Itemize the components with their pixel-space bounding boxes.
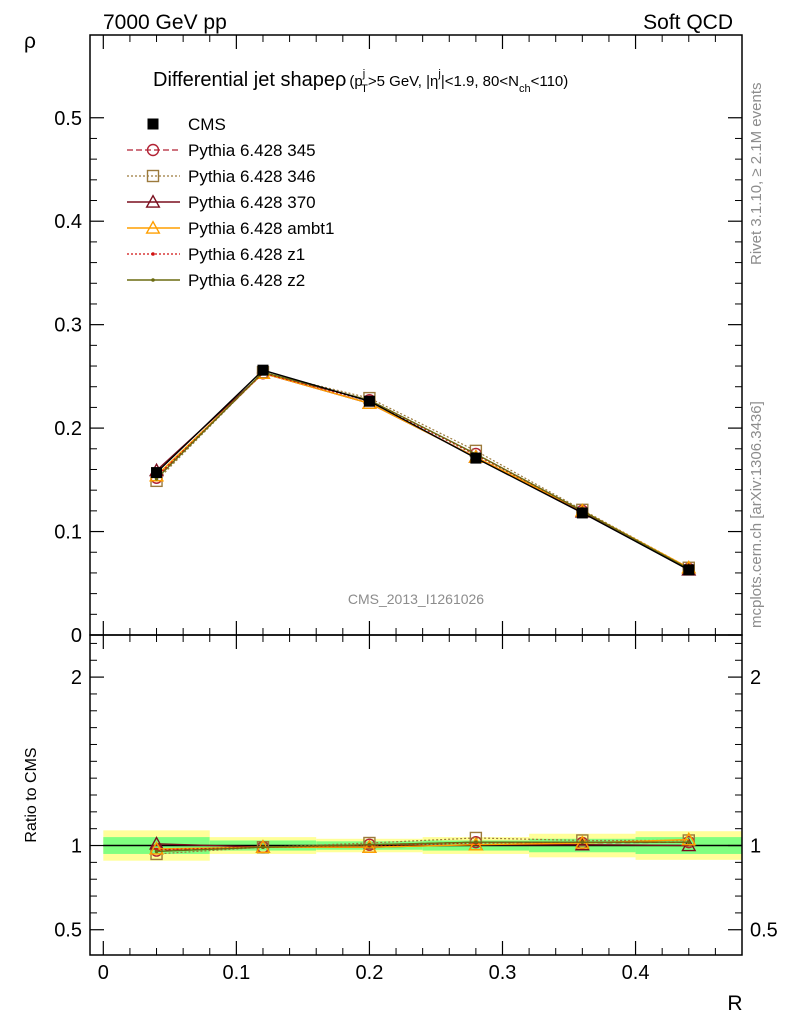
main-line-p346 (156, 371, 690, 569)
title-rho: ρ (335, 69, 346, 91)
legend-entry-cms: CMS (147, 115, 226, 134)
title-nch-sub: ch (519, 83, 531, 95)
ratio-point-z2 (474, 840, 478, 844)
legend-label: Pythia 6.428 345 (188, 141, 316, 160)
main-series-p370 (149, 365, 697, 576)
main-ytick-label: 0.5 (54, 108, 82, 130)
chart-title: Differential jet shapeρ (pj T>5 GeV, |ηj|<… (153, 68, 568, 95)
ratio-ytick-label-right: 0.5 (750, 920, 778, 942)
xtick-label: 0.2 (356, 962, 384, 984)
legend-marker-p346 (146, 169, 160, 183)
main-series-cms (151, 364, 695, 576)
legend-label: Pythia 6.428 ambt1 (188, 219, 334, 238)
legend-label: Pythia 6.428 z2 (188, 271, 305, 290)
main-ytick-label: 0 (71, 625, 82, 647)
ratio-point-z2 (154, 849, 159, 854)
ratio-y-axis-label: Ratio to CMS (23, 747, 40, 842)
ratio-point-p346 (363, 836, 376, 850)
ratio-point-z2 (367, 842, 372, 847)
ratio-ytick-label: 1 (71, 836, 82, 858)
ratio-point-ambt1 (149, 841, 165, 855)
main-point-cms (683, 564, 695, 576)
title-main: Differential jet shape (153, 69, 335, 91)
main-y-axis-label: ρ (24, 30, 36, 53)
ratio-ytick-label-right: 2 (750, 667, 761, 689)
xtick-label: 0.1 (222, 962, 250, 984)
legend-label: Pythia 6.428 346 (188, 167, 316, 186)
rivet-label: Rivet 3.1.10, ≥ 2.1M events (748, 83, 765, 266)
legend-entry-p345: Pythia 6.428 345 (127, 141, 316, 160)
xtick-label: 0 (98, 962, 109, 984)
legend-marker-cms (147, 118, 159, 130)
ratio-point-ambt1 (361, 839, 377, 853)
ratio-ytick-label: 0.5 (54, 920, 82, 942)
main-point-cms (257, 364, 269, 376)
ratio-plot: 0.5 0.5 1 1 2 2 0 0.1 0.2 0.3 0.4 Ratio to CMS R (23, 634, 778, 1015)
legend-marker-z1 (151, 252, 155, 256)
ratio-point-p370 (574, 836, 590, 851)
legend-entry-z2: Pythia 6.428 z2 (127, 271, 305, 290)
legend-entry-ambt1: Pythia 6.428 ambt1 (127, 219, 334, 238)
title-cut3: <110) (531, 73, 569, 90)
title-pt-sub: T (361, 83, 368, 95)
main-point-cms (363, 395, 375, 407)
title-cut2: |<1.9, 80<N (441, 73, 519, 90)
main-line-cms (156, 369, 690, 571)
legend-marker-p370 (145, 194, 161, 208)
main-series-p346 (150, 366, 695, 574)
ratio-plot-frame (89, 634, 743, 956)
ratio-series-z2 (154, 840, 691, 854)
watermark: CMS_2013_I1261026 (348, 591, 484, 607)
legend-entry-z1: Pythia 6.428 z1 (127, 245, 305, 264)
x-axis-label: R (727, 992, 742, 1015)
legend-entry-p370: Pythia 6.428 370 (127, 193, 316, 212)
legend: CMS Pythia 6.428 345 Pythia 6.428 346 Pythi… (127, 115, 334, 290)
main-line-z1 (156, 372, 690, 570)
legend-marker-z2 (151, 278, 155, 282)
ratio-point-ambt1 (468, 836, 484, 851)
title-open: (p (349, 73, 362, 90)
main-ytick-label: 0.1 (54, 522, 82, 544)
main-point-cms (576, 507, 588, 519)
title-pt-sup: j (362, 68, 365, 80)
ratio-point-z2 (261, 845, 265, 850)
header-left: 7000 GeV pp (103, 11, 227, 34)
ratio-point-p346 (576, 834, 589, 847)
main-point-cms (151, 467, 163, 479)
main-point-cms (470, 452, 482, 464)
legend-entry-p346: Pythia 6.428 346 (127, 167, 316, 186)
header-right: Soft QCD (643, 11, 733, 34)
ratio-line-z2 (156, 841, 689, 853)
main-plot: 0 0.1 0.2 0.3 0.4 0.5 ρ CMS_2013_I1261026 Dif… (24, 30, 743, 647)
main-line-p370 (156, 372, 690, 571)
title-cut1: >5 GeV, |η (368, 73, 438, 90)
title-eta-sup: j (437, 68, 440, 80)
main-line-ambt1 (156, 372, 690, 569)
main-ytick-label: 0.4 (54, 211, 82, 233)
main-series-ambt1 (149, 365, 697, 574)
legend-marker-p345 (146, 143, 160, 157)
ratio-point-z2 (686, 840, 691, 844)
main-series-z2 (154, 370, 691, 571)
mcplots-label: mcplots.cern.ch [arXiv:1306.3436] (748, 401, 765, 628)
legend-label: CMS (188, 115, 226, 134)
ratio-point-ambt1 (681, 831, 697, 846)
legend-label: Pythia 6.428 z1 (188, 245, 305, 264)
xtick-label: 0.4 (622, 962, 650, 984)
legend-marker-ambt1 (145, 220, 161, 234)
main-line-z2 (156, 371, 690, 570)
ratio-point-z2 (580, 840, 585, 844)
main-ytick-label: 0.3 (54, 315, 82, 337)
xtick-label: 0.3 (489, 962, 517, 984)
ratio-ytick-label: 2 (71, 667, 82, 689)
ratio-ytick-label-right: 1 (750, 836, 761, 858)
legend-label: Pythia 6.428 370 (188, 193, 316, 212)
main-line-p345 (156, 372, 690, 570)
main-ytick-label: 0.2 (54, 418, 82, 440)
